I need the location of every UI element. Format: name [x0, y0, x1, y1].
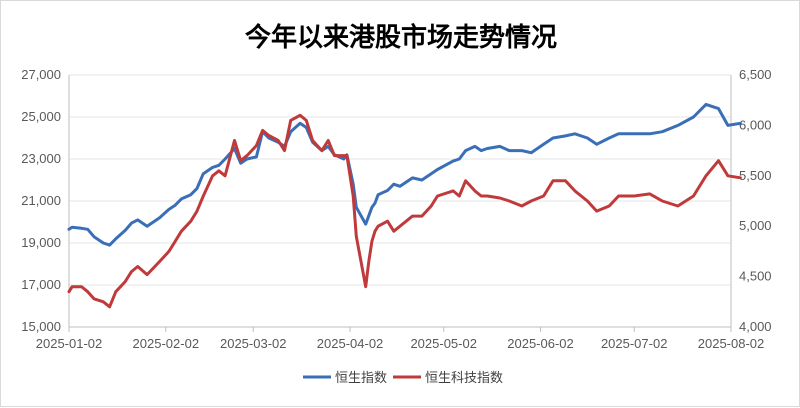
x-tick-label: 2025-01-02 — [36, 336, 103, 351]
axes — [68, 75, 732, 328]
y-left-tick-label: 15,000 — [21, 319, 61, 334]
y-axis-left-ticks: 15,000 17,000 19,000 21,000 23,000 25,000 27,0… — [21, 67, 61, 334]
y-left-tick-label: 27,000 — [21, 67, 61, 82]
series-lines — [67, 102, 742, 309]
y-right-tick-label: 4,000 — [739, 319, 772, 334]
y-right-tick-label: 4,500 — [739, 269, 772, 284]
x-tick-label: 2025-05-02 — [410, 336, 477, 351]
series-hsi-line — [67, 102, 742, 247]
y-right-tick-label: 6,000 — [739, 117, 772, 132]
chart-title: 今年以来港股市场走势情况 — [245, 22, 557, 53]
x-tick-label: 2025-06-02 — [507, 336, 574, 351]
y-right-tick-label: 5,500 — [739, 168, 772, 183]
x-tick-label: 2025-08-02 — [698, 336, 765, 351]
x-axis-ticks: 2025-01-02 2025-02-02 2025-03-02 2025-04-02… — [36, 327, 765, 351]
y-right-tick-label: 5,000 — [739, 218, 772, 233]
y-left-tick-label: 17,000 — [21, 277, 61, 292]
x-tick-label: 2025-04-02 — [317, 336, 384, 351]
legend-label-hsi: 恒生指数 — [335, 371, 387, 386]
y-left-tick-label: 25,000 — [21, 109, 61, 124]
legend-label-hstech: 恒生科技指数 — [425, 371, 503, 386]
legend: 恒生指数 恒生科技指数 — [303, 371, 503, 386]
series-hstech-line — [67, 113, 742, 309]
x-tick-label: 2025-07-02 — [601, 336, 668, 351]
y-left-tick-label: 23,000 — [21, 151, 61, 166]
y-left-tick-label: 19,000 — [21, 235, 61, 250]
y-axis-right-ticks: 4,000 4,500 5,000 5,500 6,000 6,500 — [739, 67, 772, 334]
x-tick-label: 2025-03-02 — [220, 336, 287, 351]
y-right-tick-label: 6,500 — [739, 67, 772, 82]
gridlines — [69, 74, 731, 328]
x-tick-label: 2025-02-02 — [133, 336, 200, 351]
y-left-tick-label: 21,000 — [21, 193, 61, 208]
